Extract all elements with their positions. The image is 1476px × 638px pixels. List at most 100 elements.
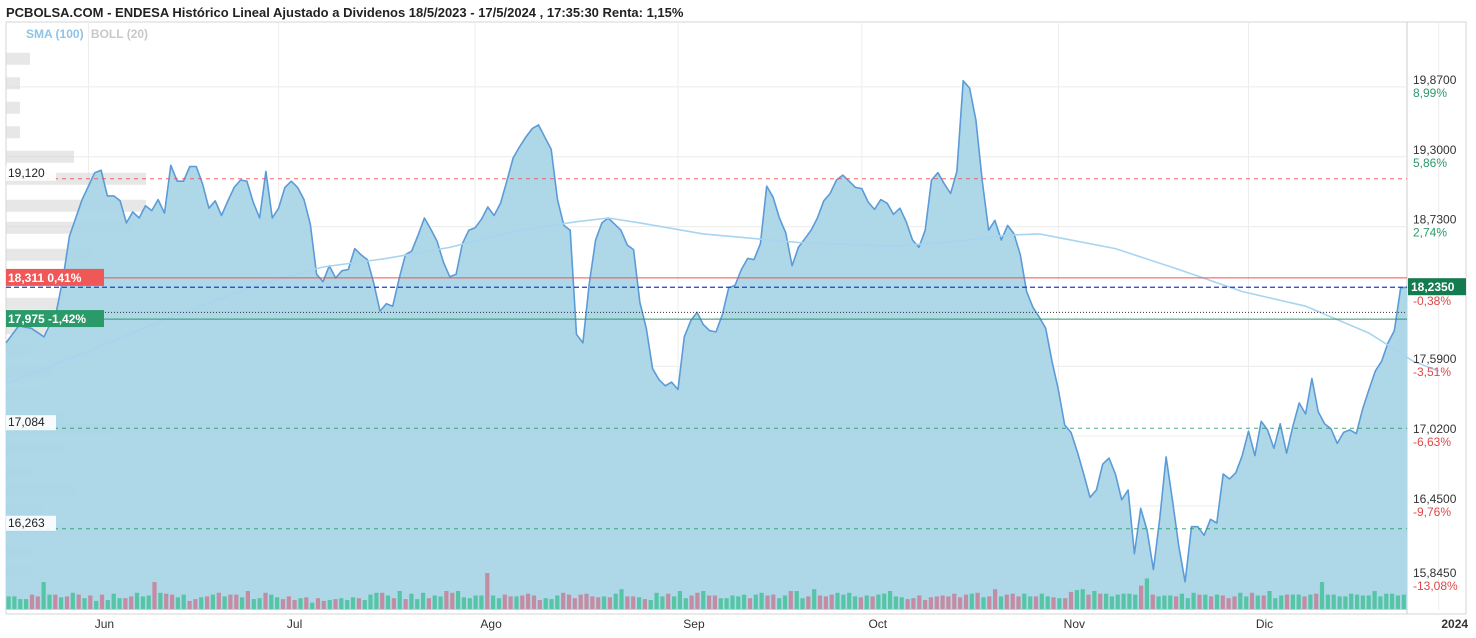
volume-bar — [631, 596, 636, 609]
current-price-percent: -0,38% — [1413, 294, 1451, 308]
x-tick-label: Jul — [287, 617, 302, 631]
volume-bar — [134, 592, 140, 609]
volume-profile-bar — [6, 126, 20, 139]
volume-bar — [514, 596, 519, 609]
volume-bar — [707, 595, 712, 609]
volume-bar — [467, 598, 472, 609]
volume-bar — [222, 596, 227, 609]
volume-bar — [829, 594, 834, 609]
volume-bar — [759, 592, 764, 609]
volume-bar — [672, 596, 677, 609]
volume-bar — [310, 602, 315, 609]
sma-line[interactable] — [5, 217, 1439, 385]
level-label-bg — [6, 415, 56, 431]
level-label: 16,263 — [8, 516, 45, 530]
volume-bar — [1010, 593, 1015, 609]
volume-bar — [216, 592, 221, 609]
volume-bar — [1174, 596, 1179, 609]
volume-bar — [1290, 594, 1295, 609]
volume-bar — [520, 595, 525, 609]
volume-bar — [782, 595, 788, 609]
volume-bar — [409, 593, 414, 609]
price-area — [5, 80, 1408, 611]
volume-bar — [1390, 593, 1395, 609]
volume-profile-bar — [6, 150, 74, 163]
volume-bar — [835, 592, 840, 609]
sma-series — [5, 217, 1439, 385]
volume-bar — [1039, 593, 1044, 609]
volume-bar — [800, 598, 805, 609]
volume-bar — [1203, 594, 1208, 609]
volume-bar — [812, 589, 817, 609]
volume-bar — [975, 592, 980, 609]
volume-bar — [356, 598, 361, 609]
volume-bar — [315, 598, 321, 609]
volume-bar — [193, 599, 198, 609]
volume-bar — [298, 598, 303, 609]
volume-bar — [345, 600, 350, 609]
y-tick-price: 16,4500 — [1413, 492, 1457, 506]
volume-bar — [105, 600, 110, 609]
volume-bar — [391, 598, 396, 609]
volume-bar — [917, 595, 922, 609]
volume-bar — [210, 594, 215, 609]
volume-bar — [771, 594, 776, 609]
volume-bar — [181, 594, 186, 609]
volume-bar — [858, 597, 863, 609]
volume-bar — [1349, 593, 1354, 609]
volume-bar — [648, 600, 653, 609]
volume-bar — [788, 591, 793, 609]
volume-bar — [158, 592, 163, 609]
volume-bar — [1115, 594, 1120, 609]
volume-bar — [1168, 595, 1173, 609]
level-lines: 19,120 17,084 16,263 — [6, 165, 1407, 531]
volume-bar — [1325, 594, 1330, 609]
volume-bar — [899, 597, 904, 609]
level-label: 19,120 — [8, 166, 45, 180]
volume-bar — [362, 600, 367, 609]
volume-bar — [1139, 585, 1144, 609]
volume-bar — [1121, 593, 1126, 609]
volume-bar — [129, 596, 134, 609]
volume-bar — [1378, 596, 1383, 609]
volume-bar — [1343, 596, 1348, 609]
volume-bar — [747, 598, 753, 609]
volume-bar — [1395, 595, 1400, 609]
volume-bar — [870, 596, 875, 609]
volume-bar — [1279, 595, 1284, 609]
volume-bar — [1156, 596, 1161, 609]
x-axis: JunJulAgoSepOctNovDic2024FebMarAbrMay — [95, 617, 1469, 631]
volume-bar — [765, 595, 770, 609]
boll-indicator-label[interactable]: BOLL (20) — [90, 27, 149, 41]
volume-bar — [175, 597, 180, 609]
sma-indicator-label[interactable]: SMA (100) — [26, 27, 84, 41]
y-tick-price: 18,7300 — [1413, 213, 1457, 227]
volume-bar — [1220, 595, 1225, 609]
volume-bar — [1004, 594, 1009, 609]
volume-bar — [981, 597, 986, 609]
x-tick-label: Oct — [868, 617, 887, 631]
volume-bar — [794, 591, 799, 609]
volume-bar — [893, 596, 898, 609]
volume-bar — [321, 600, 326, 609]
x-tick-label: Nov — [1064, 617, 1085, 631]
volume-bar — [164, 593, 169, 609]
volume-bar — [677, 591, 682, 609]
volume-bar — [987, 596, 992, 609]
volume-bar — [350, 597, 356, 609]
volume-bar — [1302, 596, 1307, 609]
volume-bar — [140, 596, 145, 609]
volume-bar — [456, 591, 461, 609]
y-tick-percent: 5,86% — [1413, 156, 1447, 170]
volume-bar — [385, 595, 391, 609]
price-line[interactable] — [5, 80, 1408, 583]
y-tick-percent: -6,63% — [1413, 435, 1451, 449]
volume-bar — [380, 592, 385, 609]
volume-bar — [491, 595, 496, 609]
volume-bar — [496, 598, 502, 609]
indicator-legend: SMA (100) BOLL (20) — [26, 27, 148, 41]
volume-bar — [1360, 595, 1365, 609]
volume-bar — [736, 596, 741, 609]
y-tick-price: 19,3000 — [1413, 143, 1457, 157]
